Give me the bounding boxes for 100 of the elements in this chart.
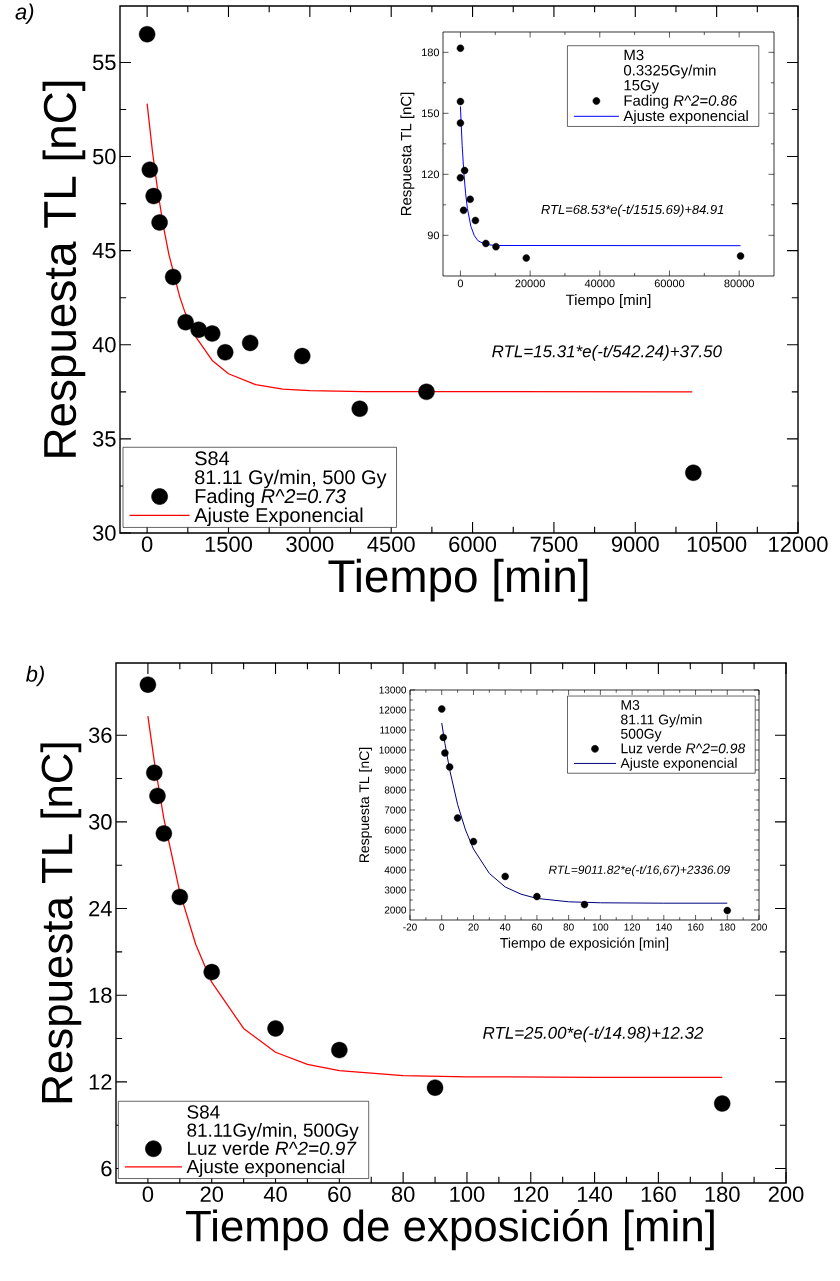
- point: [426, 1079, 444, 1096]
- legend-title: S84: [195, 451, 230, 466]
- annotation: RTL=25.00*e(-t/14.98)+12.32: [483, 1026, 704, 1043]
- annotation: 0.3325Gy/min: [623, 64, 716, 79]
- x-tick-label: 140: [577, 1186, 612, 1203]
- legend-label: Luz verde R^2=0.97: [188, 1141, 357, 1156]
- point: [267, 1020, 284, 1037]
- legend-title: S84: [187, 1105, 220, 1119]
- y-tick-label: 13000: [379, 686, 407, 694]
- legend-label: Ajuste Exponencial: [194, 507, 363, 527]
- y-tick-label: 120: [422, 170, 440, 179]
- x-tick-label: 180: [719, 923, 736, 931]
- chart-title: a): [15, 3, 34, 24]
- point: [533, 892, 541, 901]
- y-tick-label: 5000: [384, 846, 407, 854]
- legend-title: M3: [621, 700, 640, 710]
- point: [456, 119, 465, 127]
- point: [736, 252, 745, 260]
- x-tick-label: 80: [563, 923, 574, 931]
- y-tick-label: 180: [422, 48, 440, 57]
- y-tick-label: 50: [92, 148, 116, 165]
- y-tick-label: 24: [89, 900, 112, 917]
- x-tick-label: 3000: [286, 536, 334, 553]
- x-tick-label: 80: [391, 1186, 415, 1203]
- x-tick-label: 12000: [769, 536, 828, 553]
- y-tick-label: 40: [92, 337, 116, 353]
- point: [139, 676, 157, 693]
- x-tick-label: 140: [656, 923, 672, 931]
- x-tick-label: 20: [200, 1186, 224, 1203]
- x-tick-label: 6000: [449, 536, 497, 553]
- legend-label: Ajuste exponencial: [186, 1159, 345, 1177]
- x-axis-title: Tiempo de exposición [min]: [186, 1208, 714, 1251]
- y-axis-title: Respuesta TL [nC]: [400, 92, 415, 216]
- annotation: RTL=15.31*e(-t/542.24)+37.50: [492, 344, 722, 361]
- point: [522, 254, 530, 262]
- y-tick-label: 150: [422, 109, 440, 118]
- annotation: 81.11 Gy/min: [621, 714, 702, 728]
- x-axis-title: Tiempo [min]: [328, 558, 588, 602]
- legend-label: Fading R^2=0.73: [195, 488, 346, 508]
- point: [466, 195, 474, 204]
- x-tick-label: 100: [450, 1186, 485, 1203]
- y-tick-label: 36: [88, 727, 112, 743]
- x-tick-label: 7500: [530, 536, 578, 553]
- y-tick-label: 18: [89, 987, 112, 1003]
- y-axis-title: Respuesta TL [nC]: [42, 81, 86, 457]
- x-tick-label: 0: [457, 279, 464, 288]
- annotation: 81.11 Gy/min, 500 Gy: [195, 469, 387, 489]
- legend-label: Ajuste exponencial: [620, 757, 737, 771]
- point: [439, 733, 448, 742]
- y-tick-label: 8000: [384, 786, 407, 794]
- point: [217, 344, 234, 361]
- y-tick-label: 6000: [384, 826, 407, 834]
- x-tick-label: 20000: [515, 279, 545, 288]
- point: [723, 906, 731, 915]
- y-axis-title: Respuesta TL [nC]: [40, 743, 82, 1103]
- annotation: 15Gy: [624, 79, 660, 94]
- x-axis-title: Tiempo [min]: [565, 294, 651, 309]
- y-tick-label: 12000: [379, 706, 407, 714]
- annotation: RTL=9011.82*e(-t/16,67)+2336.09: [548, 865, 730, 877]
- x-tick-label: 120: [624, 923, 641, 931]
- point: [453, 814, 462, 822]
- x-tick-label: 40: [499, 923, 511, 931]
- y-tick-label: 6: [101, 1160, 112, 1177]
- legend-label: Luz verde R^2=0.98: [621, 743, 746, 754]
- y-tick-label: 12: [89, 1074, 112, 1090]
- x-tick-label: 160: [688, 923, 704, 931]
- point: [141, 161, 159, 178]
- point: [456, 174, 465, 182]
- x-tick-label: 20: [468, 923, 479, 931]
- x-tick-label: 4500: [367, 536, 415, 553]
- x-tick-label: 200: [751, 923, 767, 931]
- y-tick-label: 4000: [384, 866, 407, 874]
- point: [459, 206, 468, 215]
- point: [190, 321, 207, 338]
- point: [204, 325, 221, 342]
- x-tick-label: -20: [403, 923, 417, 931]
- point: [203, 963, 220, 981]
- point: [151, 214, 168, 231]
- y-tick-label: 11000: [380, 726, 407, 734]
- point: [149, 787, 166, 805]
- point: [241, 334, 259, 352]
- x-tick-label: 180: [705, 1186, 740, 1203]
- point: [145, 187, 162, 205]
- x-axis-title: Tiempo de exposición [min]: [500, 937, 669, 951]
- point: [714, 1095, 731, 1112]
- x-tick-label: 40000: [584, 279, 615, 288]
- y-tick-label: 9000: [384, 766, 407, 774]
- x-tick-label: 160: [641, 1186, 676, 1203]
- x-tick-label: 40: [263, 1186, 287, 1203]
- y-axis-title: Respuesta TL [nC]: [358, 747, 372, 862]
- point: [492, 243, 500, 251]
- x-tick-label: 60: [531, 923, 543, 931]
- x-tick-label: 60: [328, 1186, 351, 1203]
- y-tick-label: 45: [92, 243, 116, 259]
- x-tick-label: 10500: [687, 536, 747, 553]
- y-tick-label: 35: [92, 431, 116, 447]
- point: [501, 872, 509, 881]
- x-tick-label: 0: [439, 923, 445, 931]
- chart-title: b): [26, 665, 44, 687]
- point: [164, 268, 182, 286]
